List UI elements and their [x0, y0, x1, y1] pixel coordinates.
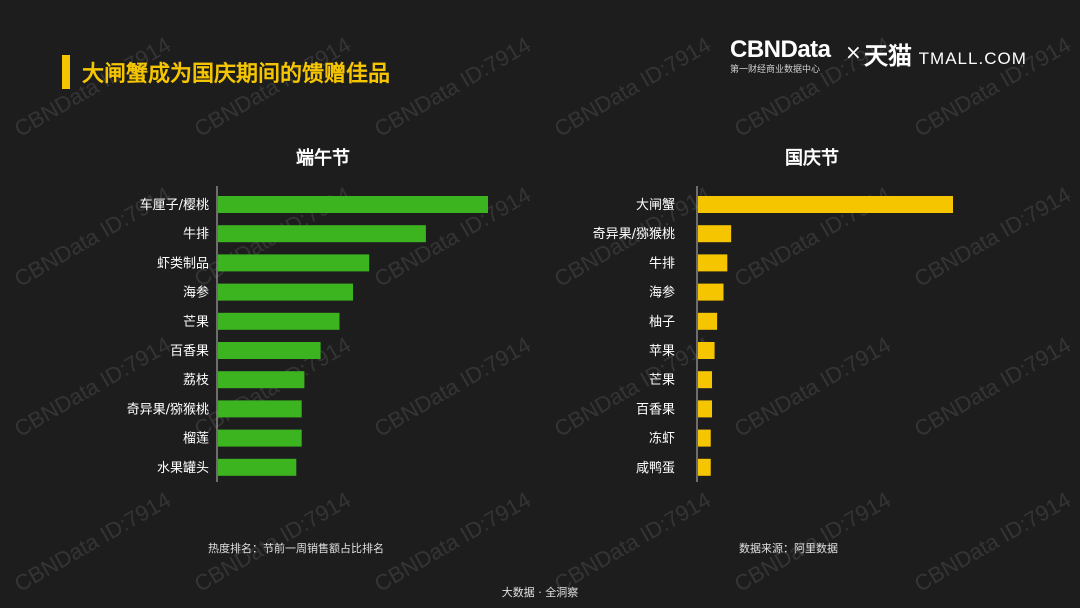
bar-10	[698, 458, 711, 476]
logo-main-text: CBNData	[730, 36, 831, 63]
bar-6	[698, 342, 715, 359]
category-label: 奇异果/猕猴桃	[593, 226, 675, 242]
category-label: 冻虾	[649, 431, 675, 447]
bar-1	[218, 196, 488, 213]
category-label: 车厘子/樱桃	[140, 197, 209, 213]
category-label: 牛排	[183, 227, 209, 242]
page-title: 大闸蟹成为国庆期间的馈赠佳品	[82, 62, 391, 87]
category-label: 奇异果/猕猴桃	[127, 401, 209, 417]
logo-sub-text: 第一财经商业数据中心	[730, 65, 821, 75]
category-label: 海参	[183, 285, 209, 301]
bar-2	[698, 225, 732, 243]
bar-9	[218, 429, 302, 447]
chart-note-left: 热度排名：节前一周销售额占比排名	[208, 542, 384, 555]
bar-3	[218, 254, 370, 272]
tmall-logo-cn: 天猫	[864, 43, 912, 70]
bar-8	[698, 400, 713, 418]
bar-3	[698, 254, 728, 272]
tmall-logo: 天猫 TMALL.COM	[864, 36, 1027, 71]
chart-note-right: 数据来源：阿里数据	[739, 542, 838, 555]
cbndata-logo: CBNData 第一财经商业数据中心	[730, 36, 831, 75]
category-label: 牛排	[649, 256, 675, 271]
logo-separator: ×	[845, 40, 862, 64]
bar-9	[698, 429, 711, 447]
category-label: 虾类制品	[157, 256, 209, 271]
bar-10	[218, 458, 297, 476]
bar-1	[698, 196, 953, 213]
category-label: 苹果	[649, 344, 675, 359]
bar-2	[218, 225, 426, 243]
bar-8	[218, 400, 302, 418]
category-label: 百香果	[170, 344, 209, 359]
footer-tagline: 大数据 · 全洞察	[501, 586, 579, 599]
chart-title-left: 端午节	[296, 148, 350, 169]
category-label: 柚子	[649, 315, 675, 330]
chart-title-right: 国庆节	[785, 148, 839, 169]
bar-7	[218, 371, 305, 389]
tmall-logo-en: TMALL.COM	[918, 49, 1027, 68]
category-label: 咸鸭蛋	[636, 461, 675, 476]
bar-4	[698, 283, 724, 301]
category-label: 荔枝	[183, 373, 209, 388]
category-label: 榴莲	[183, 432, 209, 447]
category-label: 百香果	[636, 402, 675, 417]
bar-7	[698, 371, 713, 389]
bar-5	[698, 312, 718, 330]
category-label: 芒果	[183, 314, 209, 330]
category-label: 大闸蟹	[636, 198, 675, 213]
category-label: 海参	[649, 285, 675, 301]
bar-6	[218, 342, 321, 359]
category-label: 芒果	[649, 372, 675, 388]
bar-5	[218, 312, 340, 330]
title-accent-bar	[62, 55, 70, 89]
category-label: 水果罐头	[157, 461, 209, 476]
bar-4	[218, 283, 353, 301]
